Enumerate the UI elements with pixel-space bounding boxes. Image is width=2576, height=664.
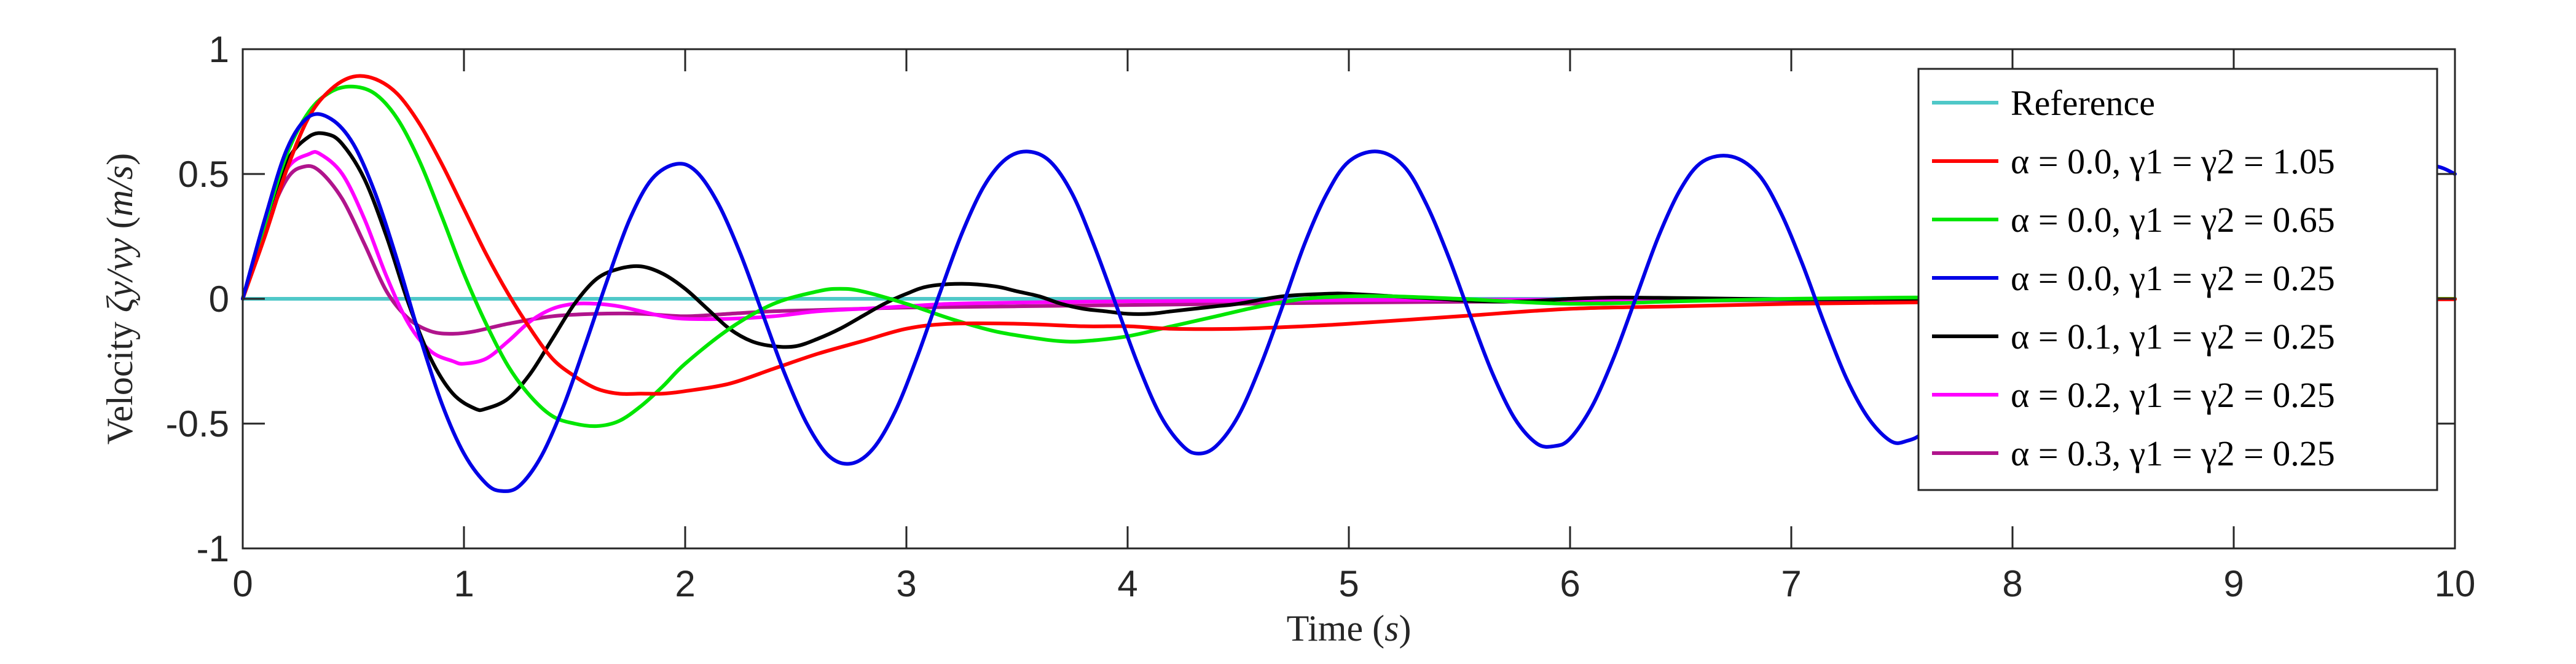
x-tick-label-3: 3 xyxy=(896,563,916,604)
x-tick-label-1: 1 xyxy=(454,563,474,604)
x-tick-label-5: 5 xyxy=(1338,563,1359,604)
legend-label-5: α = 0.2, γ1 = γ2 = 0.25 xyxy=(2011,375,2335,415)
x-axis-title: Time (s) xyxy=(1287,608,1412,649)
x-tick-label-10: 10 xyxy=(2435,563,2476,604)
y-tick-label-1: -0.5 xyxy=(166,403,229,445)
x-tick-label-7: 7 xyxy=(1781,563,1801,604)
legend-label-2: α = 0.0, γ1 = γ2 = 0.65 xyxy=(2011,200,2335,240)
legend-label-4: α = 0.1, γ1 = γ2 = 0.25 xyxy=(2011,317,2335,357)
legend-box xyxy=(1917,68,2438,491)
x-tick-label-6: 6 xyxy=(1560,563,1580,604)
series-line-4 xyxy=(241,131,2457,413)
legend-label-1: α = 0.0, γ1 = γ2 = 1.05 xyxy=(2011,141,2335,181)
y-axis-title-expr: ζy/vy xyxy=(100,238,140,312)
x-tick-label-0: 0 xyxy=(232,563,253,604)
x-tick-label-9: 9 xyxy=(2223,563,2244,604)
x-tick-label-4: 4 xyxy=(1117,563,1137,604)
x-tick-label-2: 2 xyxy=(675,563,695,604)
legend-label-0: Reference xyxy=(2011,83,2155,123)
ticks-layer: 0 1 2 3 4 5 6 7 8 9 10 -1 -0.5 0 0.5 1 xyxy=(166,29,2476,604)
y-axis-title-close: ) xyxy=(100,153,140,165)
legend: Reference α = 0.0, γ1 = γ2 = 1.05 α = 0.0,… xyxy=(1917,68,2438,491)
x-tick-label-8: 8 xyxy=(2002,563,2022,604)
y-axis-title-text: Velocity xyxy=(100,312,140,445)
legend-label-6: α = 0.3, γ1 = γ2 = 0.25 xyxy=(2011,433,2335,473)
y-axis-title: Velocity ζy/vy (m/s) xyxy=(100,153,140,445)
series-line-2 xyxy=(241,84,2457,429)
x-axis-title-unit: s xyxy=(1384,608,1399,649)
y-tick-label-3: 0.5 xyxy=(178,154,229,195)
y-tick-label-2: 0 xyxy=(209,279,229,320)
x-axis-title-paren: ) xyxy=(1399,608,1411,649)
x-axis-title-text: Time ( xyxy=(1287,608,1385,649)
y-axis-title-open: ( xyxy=(100,216,140,238)
y-axis-title-unit: m/s xyxy=(100,165,140,216)
legend-label-3: α = 0.0, γ1 = γ2 = 0.25 xyxy=(2011,258,2335,298)
series-line-1 xyxy=(241,74,2457,396)
y-tick-label-0: -1 xyxy=(197,528,229,569)
y-tick-label-4: 1 xyxy=(209,29,229,70)
